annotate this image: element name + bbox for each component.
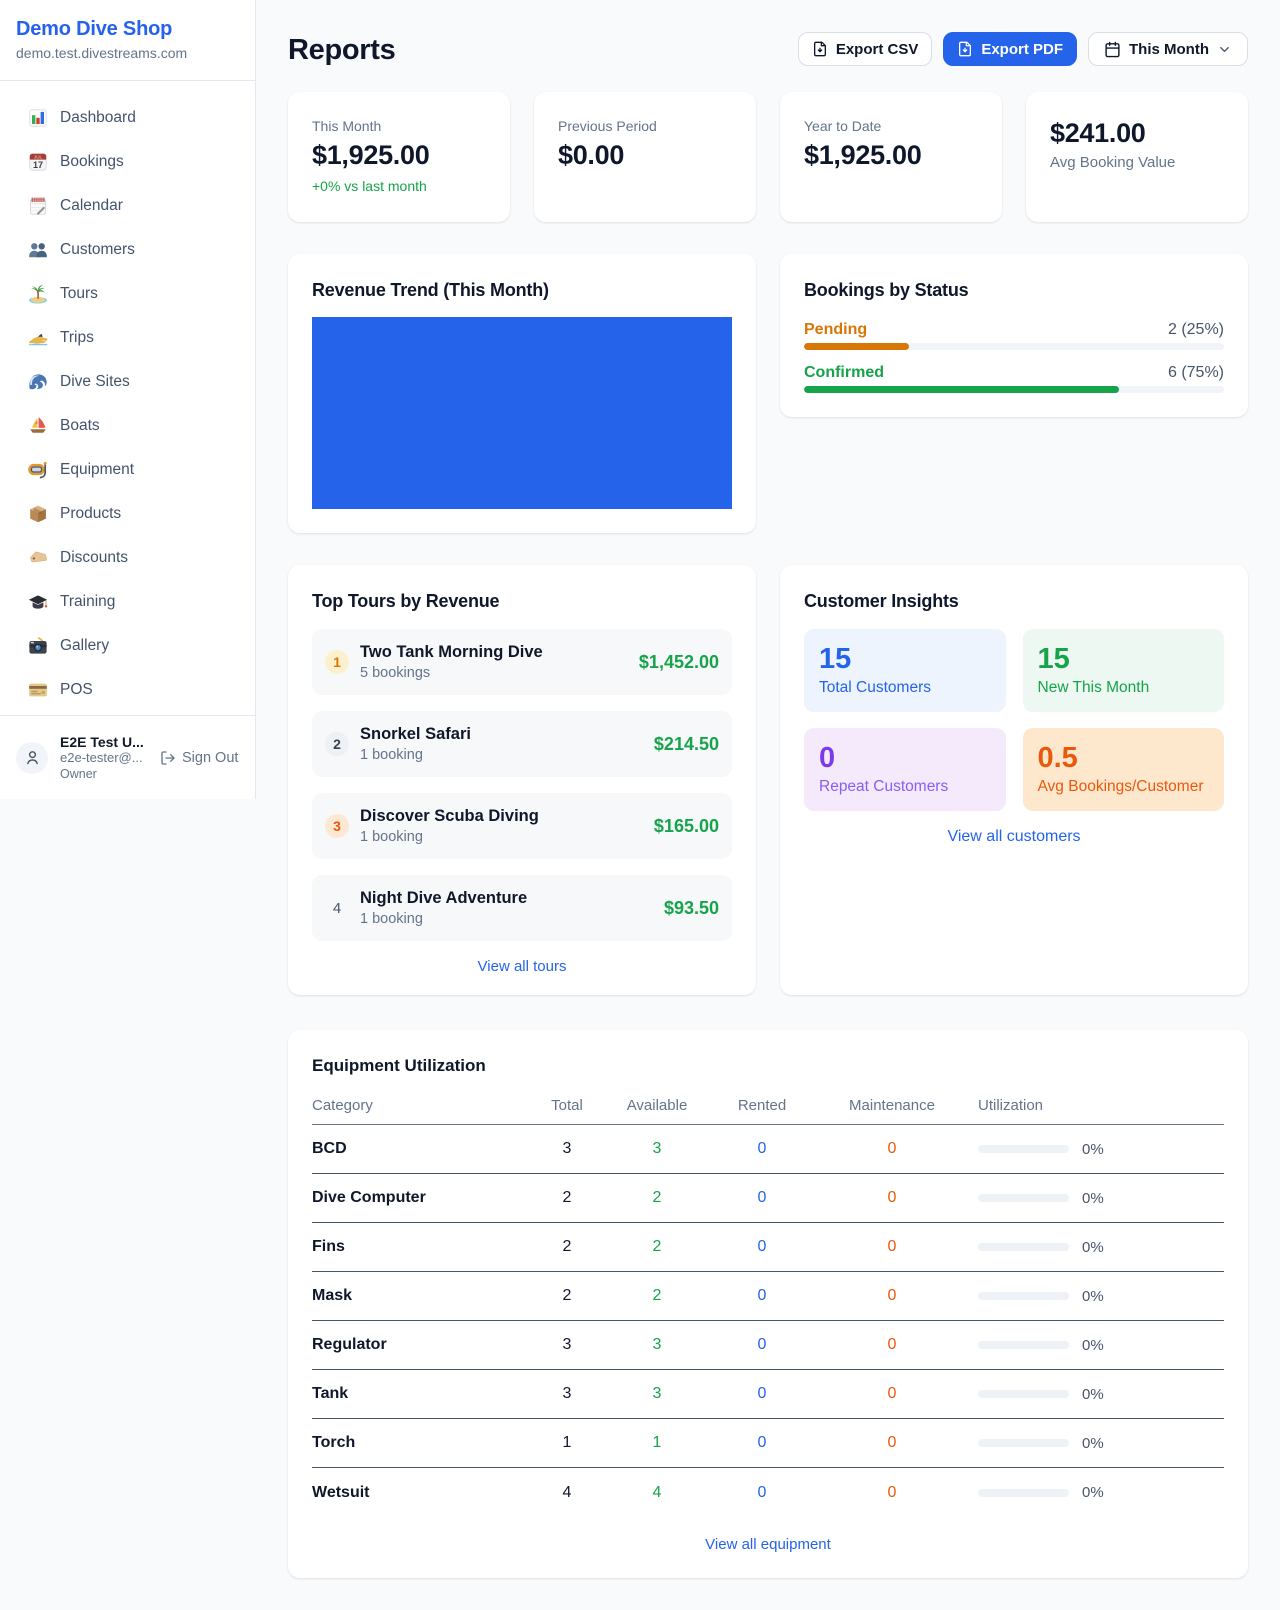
svg-text:17: 17 bbox=[33, 160, 43, 170]
svg-text:JUL: JUL bbox=[34, 154, 43, 159]
